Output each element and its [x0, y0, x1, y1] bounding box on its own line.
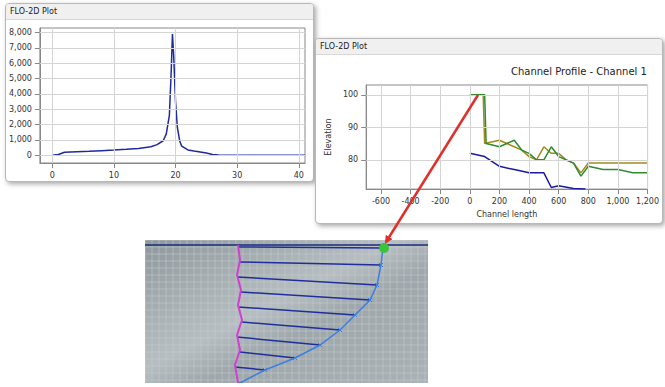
html-text:FLO-2D Plot: FLO-2D Plot	[10, 7, 58, 16]
svg-text:100: 100	[343, 90, 358, 99]
html-text:FLO-2D Plot: FLO-2D Plot	[320, 42, 368, 51]
svg-text:90: 90	[348, 123, 358, 132]
svg-text:Channel length: Channel length	[476, 210, 537, 219]
svg-text:Channel Profile - Channel 1: Channel Profile - Channel 1	[511, 66, 647, 77]
svg-text:7,000: 7,000	[9, 43, 32, 52]
svg-text:10: 10	[109, 171, 119, 180]
svg-text:4,000: 4,000	[9, 89, 32, 98]
svg-text:1,000: 1,000	[606, 197, 629, 206]
svg-text:20: 20	[170, 171, 180, 180]
svg-text:0: 0	[50, 171, 55, 180]
svg-text:-200: -200	[431, 197, 449, 206]
svg-text:80: 80	[348, 155, 358, 164]
svg-text:400: 400	[521, 197, 536, 206]
svg-text:-600: -600	[372, 197, 390, 206]
svg-text:2,000: 2,000	[9, 120, 32, 129]
svg-text:3,000: 3,000	[9, 105, 32, 114]
svg-text:1,000: 1,000	[9, 135, 32, 144]
svg-text:8,000: 8,000	[9, 28, 32, 37]
svg-text:5,000: 5,000	[9, 74, 32, 83]
svg-text:Elevation: Elevation	[324, 118, 333, 155]
svg-text:1,200: 1,200	[636, 197, 659, 206]
svg-text:200: 200	[492, 197, 507, 206]
svg-text:40: 40	[294, 171, 304, 180]
svg-text:0: 0	[467, 197, 472, 206]
svg-text:30: 30	[232, 171, 242, 180]
svg-text:800: 800	[581, 197, 596, 206]
svg-text:0: 0	[27, 151, 32, 160]
svg-text:6,000: 6,000	[9, 59, 32, 68]
svg-text:600: 600	[551, 197, 566, 206]
svg-text:-400: -400	[402, 197, 420, 206]
